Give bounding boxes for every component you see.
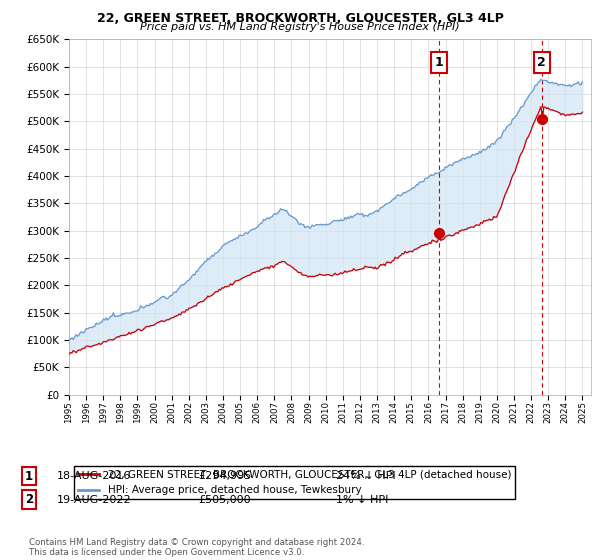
Legend: 22, GREEN STREET, BROCKWORTH, GLOUCESTER,  GL3 4LP (detached house), HPI: Averag: 22, GREEN STREET, BROCKWORTH, GLOUCESTER… [74, 466, 515, 500]
Text: Contains HM Land Registry data © Crown copyright and database right 2024.
This d: Contains HM Land Registry data © Crown c… [29, 538, 364, 557]
Text: 1: 1 [25, 469, 33, 483]
Text: 19-AUG-2022: 19-AUG-2022 [57, 494, 131, 505]
Text: £294,995: £294,995 [198, 471, 251, 481]
Text: Price paid vs. HM Land Registry's House Price Index (HPI): Price paid vs. HM Land Registry's House … [140, 22, 460, 32]
Text: £505,000: £505,000 [198, 494, 251, 505]
Text: 22, GREEN STREET, BROCKWORTH, GLOUCESTER, GL3 4LP: 22, GREEN STREET, BROCKWORTH, GLOUCESTER… [97, 12, 503, 25]
Text: 2: 2 [538, 56, 546, 69]
Text: 1% ↓ HPI: 1% ↓ HPI [336, 494, 388, 505]
Text: 2: 2 [25, 493, 33, 506]
Text: 24% ↓ HPI: 24% ↓ HPI [336, 471, 395, 481]
Text: 18-AUG-2016: 18-AUG-2016 [57, 471, 131, 481]
Text: 1: 1 [435, 56, 443, 69]
